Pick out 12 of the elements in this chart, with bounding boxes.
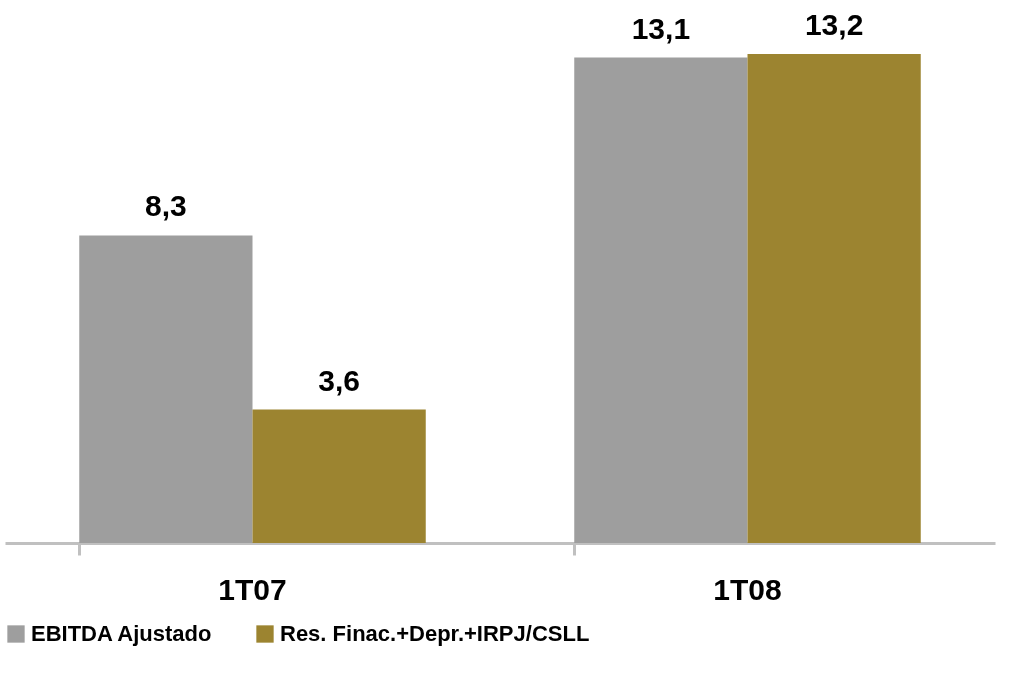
bar bbox=[747, 53, 921, 543]
legend-label: EBITDA Ajustado bbox=[31, 621, 212, 646]
data-label: 8,3 bbox=[145, 189, 187, 223]
data-label: 3,6 bbox=[318, 363, 360, 397]
x-tick-label: 1T08 bbox=[713, 572, 782, 606]
bar bbox=[574, 57, 748, 543]
data-label: 13,1 bbox=[631, 11, 691, 45]
bar bbox=[252, 409, 426, 543]
legend-label: Res. Finac.+Depr.+IRPJ/CSLL bbox=[280, 621, 590, 646]
data-label: 13,2 bbox=[804, 7, 864, 41]
x-tick-label: 1T07 bbox=[218, 572, 287, 606]
bar bbox=[79, 235, 253, 543]
